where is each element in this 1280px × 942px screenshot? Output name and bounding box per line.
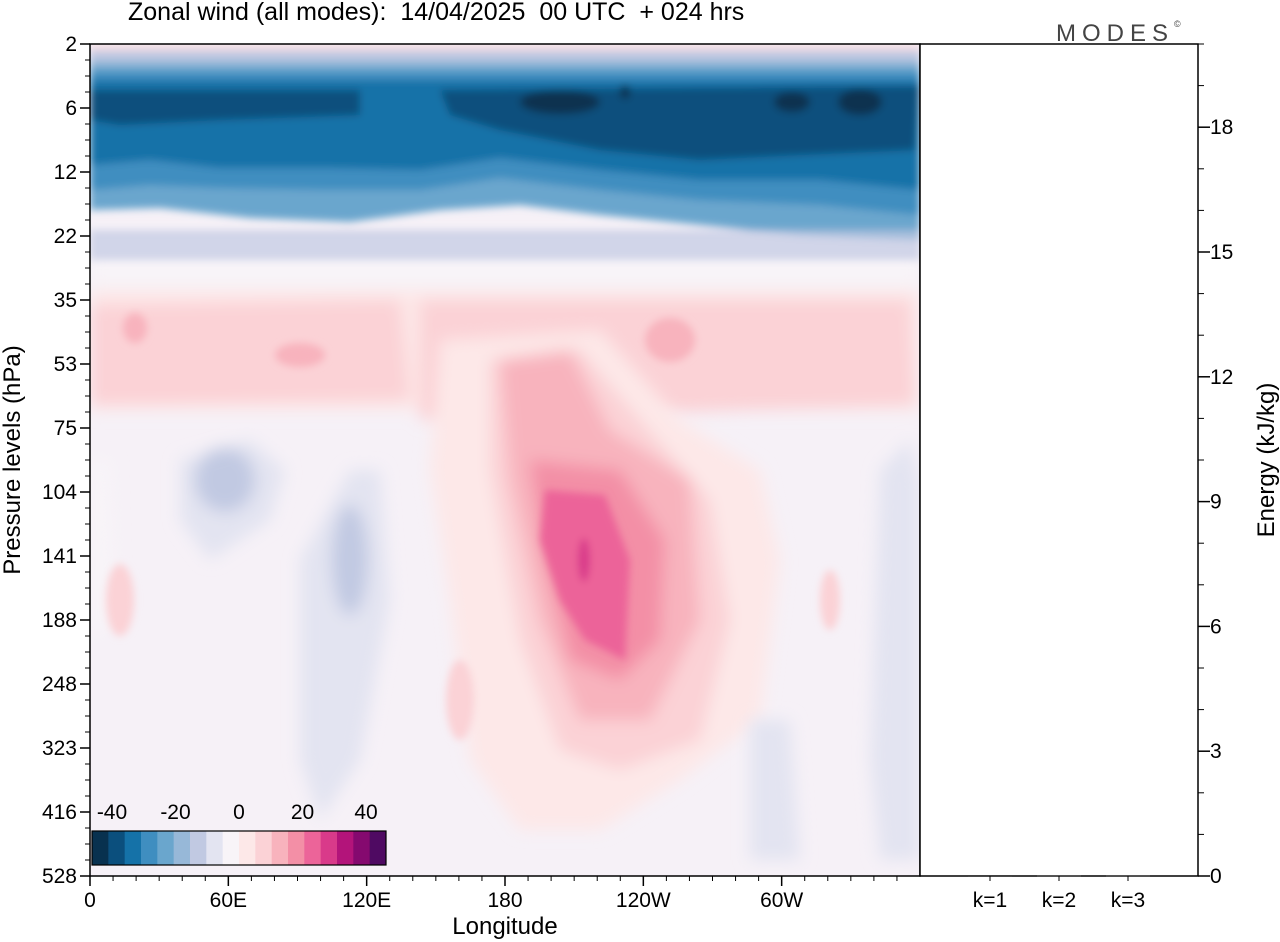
pressure-tick-label: 104 (42, 481, 77, 504)
pressure-tick-label: 12 (54, 161, 77, 184)
colorbar-label: 0 (233, 801, 245, 824)
pressure-tick-label: 528 (42, 865, 77, 888)
pressure-tick-label: 141 (42, 545, 77, 568)
pressure-tick-label: 53 (54, 353, 77, 376)
energy-category-label: k=3 (1111, 889, 1145, 912)
colorbar-swatch (353, 831, 371, 865)
energy-tick-label: 15 (1210, 241, 1233, 264)
logo-copyright-mark: © (1174, 19, 1181, 29)
energy-panel-frame (919, 43, 1199, 877)
chart-title: Zonal wind (all modes): 14/04/2025 00 UT… (128, 0, 745, 26)
x-axis-title: Longitude (452, 913, 557, 940)
colorbar-swatch (320, 831, 338, 865)
energy-tick-label: 9 (1210, 491, 1222, 514)
longitude-tick-label: 120E (342, 889, 391, 912)
colorbar: -40 -20 0 20 40 (91, 801, 387, 866)
longitude-tick-label: 0 (84, 889, 96, 912)
colorbar-swatch (222, 831, 240, 865)
pressure-tick-label: 6 (65, 97, 77, 120)
pressure-tick-label: 416 (42, 801, 77, 824)
energy-tick-label: 18 (1210, 116, 1233, 139)
colorbar-swatch (92, 831, 109, 865)
colorbar-swatch (288, 831, 305, 865)
energy-category-label: k=2 (1042, 889, 1076, 912)
colorbar-label: -20 (160, 801, 190, 824)
longitude-tick-label: 180 (487, 889, 522, 912)
modes-logo: MODES© (1056, 19, 1181, 48)
pressure-tick-label: 75 (54, 417, 77, 440)
colorbar-label: -40 (97, 801, 127, 824)
colorbar-swatch (173, 831, 191, 865)
colorbar-swatch (108, 831, 126, 865)
energy-axis: 0 3 6 9 12 15 18 (1198, 43, 1233, 888)
longitude-tick-label: 120W (616, 889, 671, 912)
colorbar-label: 20 (291, 801, 314, 824)
longitude-tick-label: 60W (760, 889, 803, 912)
colorbar-swatch (369, 831, 387, 865)
pressure-tick-label: 248 (42, 673, 77, 696)
colorbar-swatch (271, 831, 289, 865)
colorbar-swatch (255, 831, 273, 865)
colorbar-swatch (239, 831, 256, 865)
energy-category-label: k=1 (973, 889, 1007, 912)
energy-tick-label: 12 (1210, 366, 1233, 389)
energy-bar (968, 875, 1012, 877)
colorbar-label: 40 (354, 801, 377, 824)
pressure-axis: 2 6 12 22 35 53 75 104 141 188 248 323 416 528 (42, 33, 90, 888)
energy-axis-title: Energy (kJ/kg) (1253, 383, 1280, 538)
colorbar-swatch (157, 831, 175, 865)
longitude-axis: 0 60E 120E 180 120W 60W (84, 876, 898, 912)
pressure-tick-label: 323 (42, 737, 77, 760)
colorbar-swatch (124, 831, 142, 865)
energy-tick-label: 0 (1210, 865, 1222, 888)
y-axis-title: Pressure levels (hPa) (0, 345, 26, 574)
pressure-tick-label: 22 (54, 225, 77, 248)
pressure-tick-label: 188 (42, 609, 77, 632)
colorbar-swatch (141, 831, 158, 865)
colorbar-swatch (206, 831, 224, 865)
pressure-tick-label: 2 (65, 33, 77, 56)
energy-bars: k=1 k=2 k=3 (968, 875, 1150, 912)
energy-tick-label: 3 (1210, 740, 1222, 763)
energy-tick-label: 6 (1210, 615, 1222, 638)
colorbar-swatch (304, 831, 322, 865)
colorbar-frame (91, 830, 387, 866)
pressure-tick-label: 35 (54, 289, 77, 312)
colorbar-swatch (190, 831, 207, 865)
logo-text: MODES (1056, 20, 1175, 47)
longitude-tick-label: 60E (210, 889, 247, 912)
colorbar-swatch (337, 831, 354, 865)
wind-field (90, 44, 920, 876)
